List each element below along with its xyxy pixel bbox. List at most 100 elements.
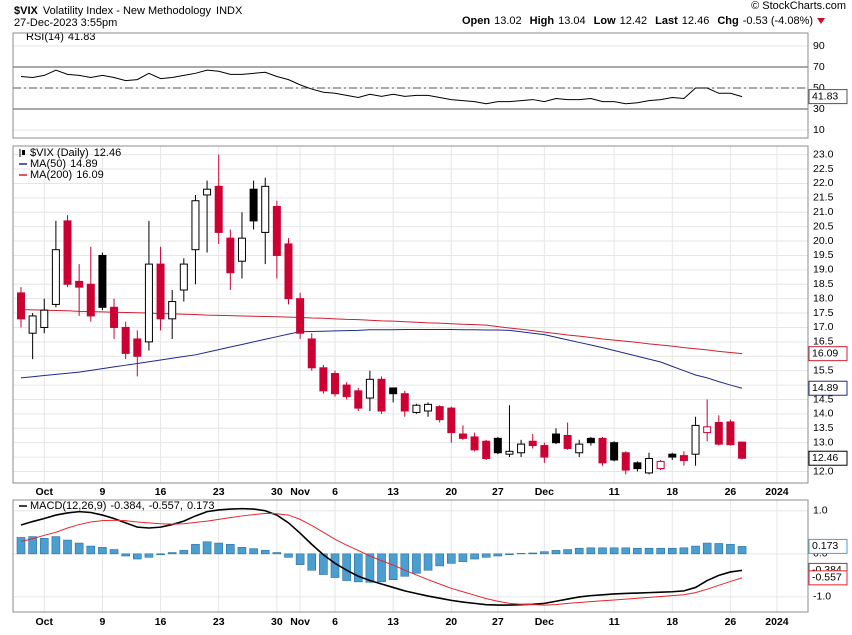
candle-body: [714, 422, 723, 445]
histogram-bar: [714, 543, 724, 555]
line: [20, 507, 743, 606]
x-tick-label: 11: [609, 616, 620, 628]
candle-body: [75, 280, 84, 288]
histogram-bar: [167, 552, 177, 555]
histogram-bar: [295, 553, 305, 565]
y-tick-label: 21.0: [813, 206, 834, 218]
candle-body: [610, 442, 619, 461]
candle-body: [517, 443, 526, 454]
candle-body: [575, 443, 584, 454]
legend-value: 41.83: [68, 31, 96, 43]
histogram-bar: [551, 550, 561, 555]
candle-body: [354, 390, 363, 409]
histogram-bar: [574, 547, 584, 555]
panel-frame: [12, 145, 809, 484]
candle-body: [726, 421, 735, 446]
legend-label: MA(200): [30, 169, 72, 181]
candle-body: [179, 263, 188, 291]
value-badge-label: 16.09: [812, 347, 838, 359]
line: [20, 309, 743, 355]
candle-body: [226, 237, 235, 274]
histogram-bar: [353, 553, 363, 583]
candle-body: [168, 301, 177, 320]
value-badge-label: 14.89: [812, 382, 838, 394]
candle-body: [528, 440, 537, 447]
candle-body: [645, 458, 654, 474]
y-tick-label: 1.0: [813, 505, 828, 517]
candle-body: [17, 292, 25, 320]
histogram-bar: [656, 547, 665, 555]
histogram-bar: [86, 545, 96, 555]
candle-body: [98, 254, 107, 308]
legend-value: 0.173: [187, 500, 215, 512]
down-arrow: [817, 18, 826, 24]
histogram-bar: [260, 550, 270, 555]
value-badge-label: -0.557: [812, 572, 842, 584]
candle-body: [121, 326, 130, 354]
histogram-bar: [458, 553, 468, 562]
candle-body: [458, 433, 467, 439]
value-badge: [808, 346, 848, 362]
panel-frame: [12, 499, 809, 613]
histogram-bar: [505, 553, 514, 556]
candle-body: [63, 220, 72, 285]
candle-body: [505, 450, 514, 455]
candle-body: [214, 185, 223, 233]
histogram-bar: [202, 541, 212, 555]
x-tick-label: 20: [445, 486, 457, 498]
value-badge: [808, 89, 848, 105]
histogram-bar: [365, 553, 375, 583]
histogram-bar: [307, 553, 317, 571]
histogram-bar: [342, 553, 351, 581]
histogram-bar: [633, 547, 642, 555]
histogram-bar: [470, 553, 479, 560]
exchange: INDX: [216, 5, 243, 17]
candle-body: [703, 426, 712, 434]
candle-body: [738, 441, 747, 459]
y-tick-label: 21.5: [813, 192, 834, 204]
y-tick-label: 19.5: [813, 249, 834, 261]
x-tick-label: 18: [666, 486, 678, 498]
quote-value: 13.04: [558, 15, 586, 27]
panel-frame: [12, 32, 809, 139]
x-tick-label: 13: [387, 616, 399, 628]
histogram-bar: [237, 547, 247, 555]
x-tick-label: 16: [155, 486, 167, 498]
x-tick-label: Nov: [290, 616, 310, 628]
x-tick-label: 26: [725, 616, 737, 628]
x-tick-label: 30: [271, 616, 283, 628]
quote-value: 12.42: [620, 15, 648, 27]
histogram-bar: [447, 553, 456, 564]
histogram-bar: [435, 553, 444, 567]
candle-body: [389, 387, 398, 395]
histogram-bar: [144, 553, 154, 558]
x-tick-label: 9: [99, 486, 105, 498]
y-tick-label: 19.0: [813, 264, 834, 276]
histogram-bar: [598, 547, 607, 555]
candle-body: [412, 404, 421, 413]
histogram-bar: [609, 547, 619, 555]
legend-separator: ,: [142, 500, 145, 512]
candle-body: [86, 283, 95, 317]
quote-label: Last: [655, 15, 678, 27]
histogram-bar: [226, 544, 235, 555]
histogram-bar: [16, 537, 26, 555]
candle-body: [296, 298, 305, 334]
histogram-bar: [586, 547, 596, 555]
histogram-bar: [214, 542, 224, 555]
candle-body: [144, 263, 153, 343]
histogram-bar: [98, 547, 107, 555]
candle-body: [400, 393, 409, 412]
candle-body: [51, 249, 60, 305]
legend-icon: [22, 150, 25, 155]
histogram-bar: [156, 553, 165, 556]
candle-body: [133, 338, 142, 357]
x-tick-label: Nov: [290, 486, 310, 498]
legend-value: 16.09: [76, 169, 104, 181]
candle-body: [586, 437, 595, 444]
x-tick-label: 20: [445, 616, 457, 628]
legend-value: -0.557: [149, 500, 180, 512]
histogram-bar: [39, 538, 49, 555]
symbol: $VIX: [14, 5, 39, 17]
x-tick-label: 13: [387, 486, 399, 498]
